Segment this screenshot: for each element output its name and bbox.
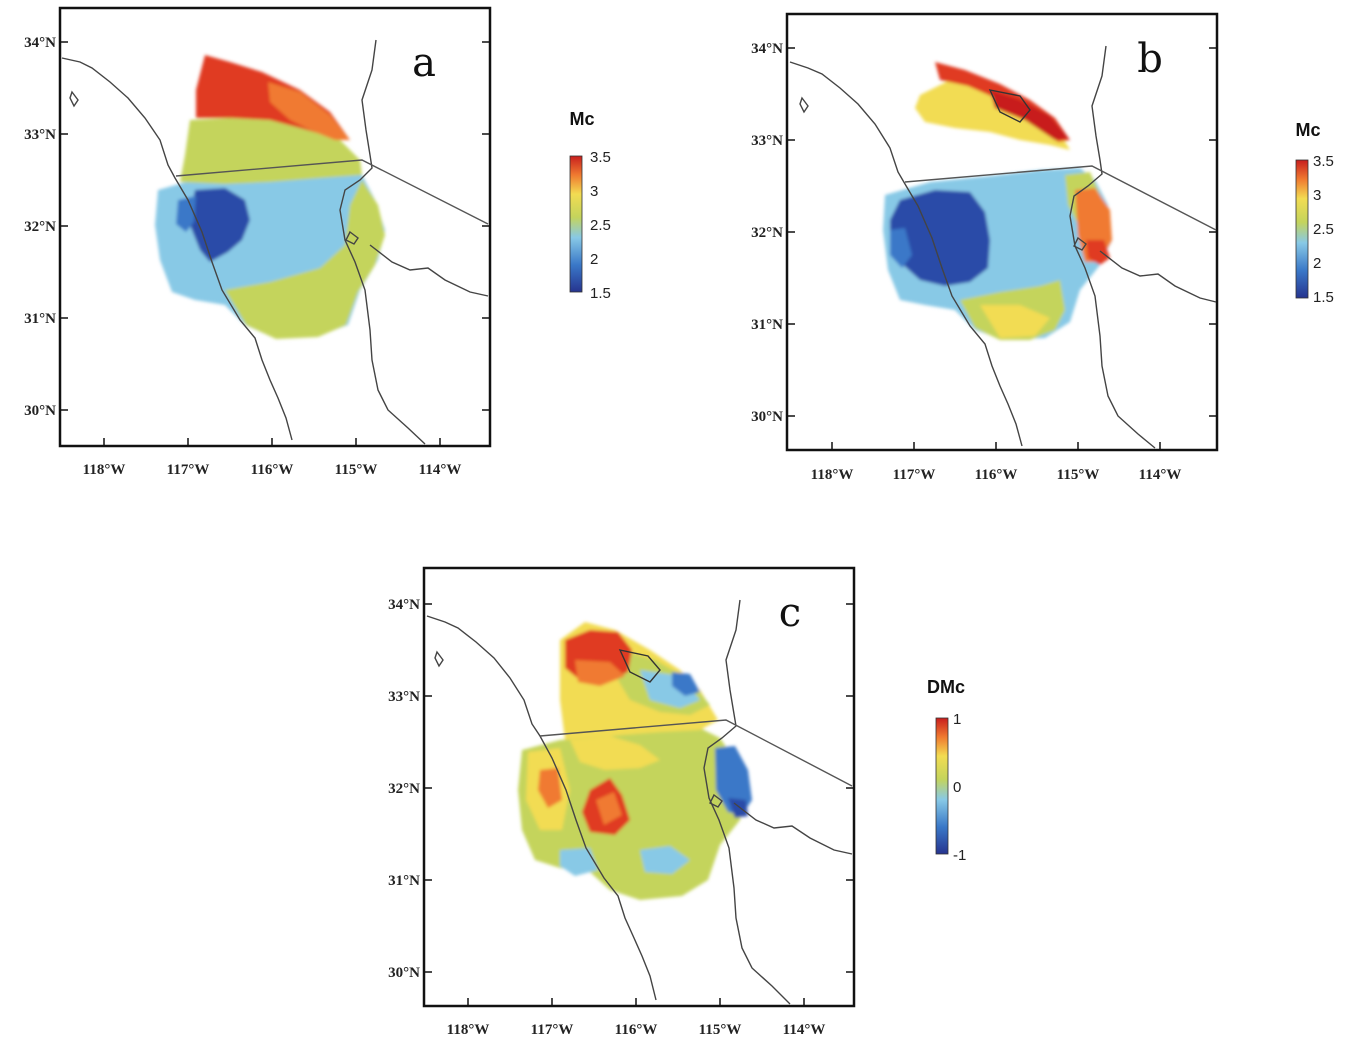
lon-label: 117°W xyxy=(167,462,210,478)
colorbar-title: Mc xyxy=(1295,120,1320,140)
lat-label: 32°N xyxy=(388,781,420,797)
colorbar-tick: 3 xyxy=(1313,187,1321,204)
colorbar-title: Mc xyxy=(569,109,594,129)
colorbar-tick: 3 xyxy=(590,183,598,200)
lon-label: 116°W xyxy=(615,1022,658,1038)
lat-label: 30°N xyxy=(751,409,783,425)
lon-label: 116°W xyxy=(251,462,294,478)
colorbar-tick: 1.5 xyxy=(590,285,611,302)
lon-label: 118°W xyxy=(83,462,126,478)
lon-label: 115°W xyxy=(699,1022,742,1038)
panel-c: 34°N 33°N 32°N 31°N 30°N 118°W 117°W 116… xyxy=(388,566,966,1038)
lon-label: 118°W xyxy=(447,1022,490,1038)
coastline xyxy=(789,45,1217,449)
lon-label: 115°W xyxy=(1057,467,1100,483)
colorbar-tick: 2.5 xyxy=(590,217,611,234)
lat-label: 34°N xyxy=(751,41,783,57)
colorbar-tick: -1 xyxy=(953,847,966,864)
lon-label: 118°W xyxy=(811,467,854,483)
lat-label: 31°N xyxy=(751,317,783,333)
lat-label: 33°N xyxy=(24,127,56,143)
colorbar-tick: 2.5 xyxy=(1313,221,1334,238)
lat-label: 31°N xyxy=(24,311,56,327)
colorbar: DMc 1 0 -1 xyxy=(927,677,966,864)
colorbar-gradient xyxy=(935,717,949,855)
colorbar-tick: 2 xyxy=(1313,255,1321,272)
colorbar-tick: 1.5 xyxy=(1313,289,1334,306)
lat-ticks xyxy=(787,47,1217,450)
panel-a: 34°N 33°N 32°N 31°N 30°N 118°W 117°W 116… xyxy=(24,6,611,478)
map-field xyxy=(155,55,385,339)
lat-label: 34°N xyxy=(24,35,56,51)
colorbar-title: DMc xyxy=(927,677,965,697)
lat-ticks xyxy=(60,41,490,446)
panel-letter: c xyxy=(779,590,801,636)
lon-label: 117°W xyxy=(893,467,936,483)
lon-label: 114°W xyxy=(419,462,462,478)
colorbar-tick: 3.5 xyxy=(1313,153,1334,170)
lat-label: 32°N xyxy=(751,225,783,241)
coastline xyxy=(426,599,853,1005)
colorbar: Mc 3.5 3 2.5 2 1.5 xyxy=(569,109,610,302)
map-field xyxy=(518,622,752,900)
colorbar-gradient xyxy=(1295,159,1309,299)
map-field xyxy=(883,62,1112,340)
lat-label: 32°N xyxy=(24,219,56,235)
lat-label: 31°N xyxy=(388,873,420,889)
lon-label: 114°W xyxy=(783,1022,826,1038)
panel-letter: a xyxy=(412,40,436,86)
lat-label: 34°N xyxy=(388,597,420,613)
lon-label: 114°W xyxy=(1139,467,1182,483)
colorbar: Mc 3.5 3 2.5 2 1.5 xyxy=(1295,120,1333,306)
colorbar-tick: 1 xyxy=(953,711,961,728)
lat-ticks xyxy=(424,603,854,1006)
panel-letter: b xyxy=(1137,36,1163,82)
colorbar-gradient xyxy=(569,155,583,293)
lat-label: 33°N xyxy=(388,689,420,705)
lat-label: 33°N xyxy=(751,133,783,149)
panel-b: 34°N 33°N 32°N 31°N 30°N 118°W 117°W 116… xyxy=(751,12,1334,483)
lat-label: 30°N xyxy=(388,965,420,981)
lon-label: 115°W xyxy=(335,462,378,478)
colorbar-tick: 2 xyxy=(590,251,598,268)
lon-label: 116°W xyxy=(975,467,1018,483)
coastline xyxy=(61,39,489,445)
lon-label: 117°W xyxy=(531,1022,574,1038)
lat-label: 30°N xyxy=(24,403,56,419)
colorbar-tick: 3.5 xyxy=(590,149,611,166)
colorbar-tick: 0 xyxy=(953,779,961,796)
